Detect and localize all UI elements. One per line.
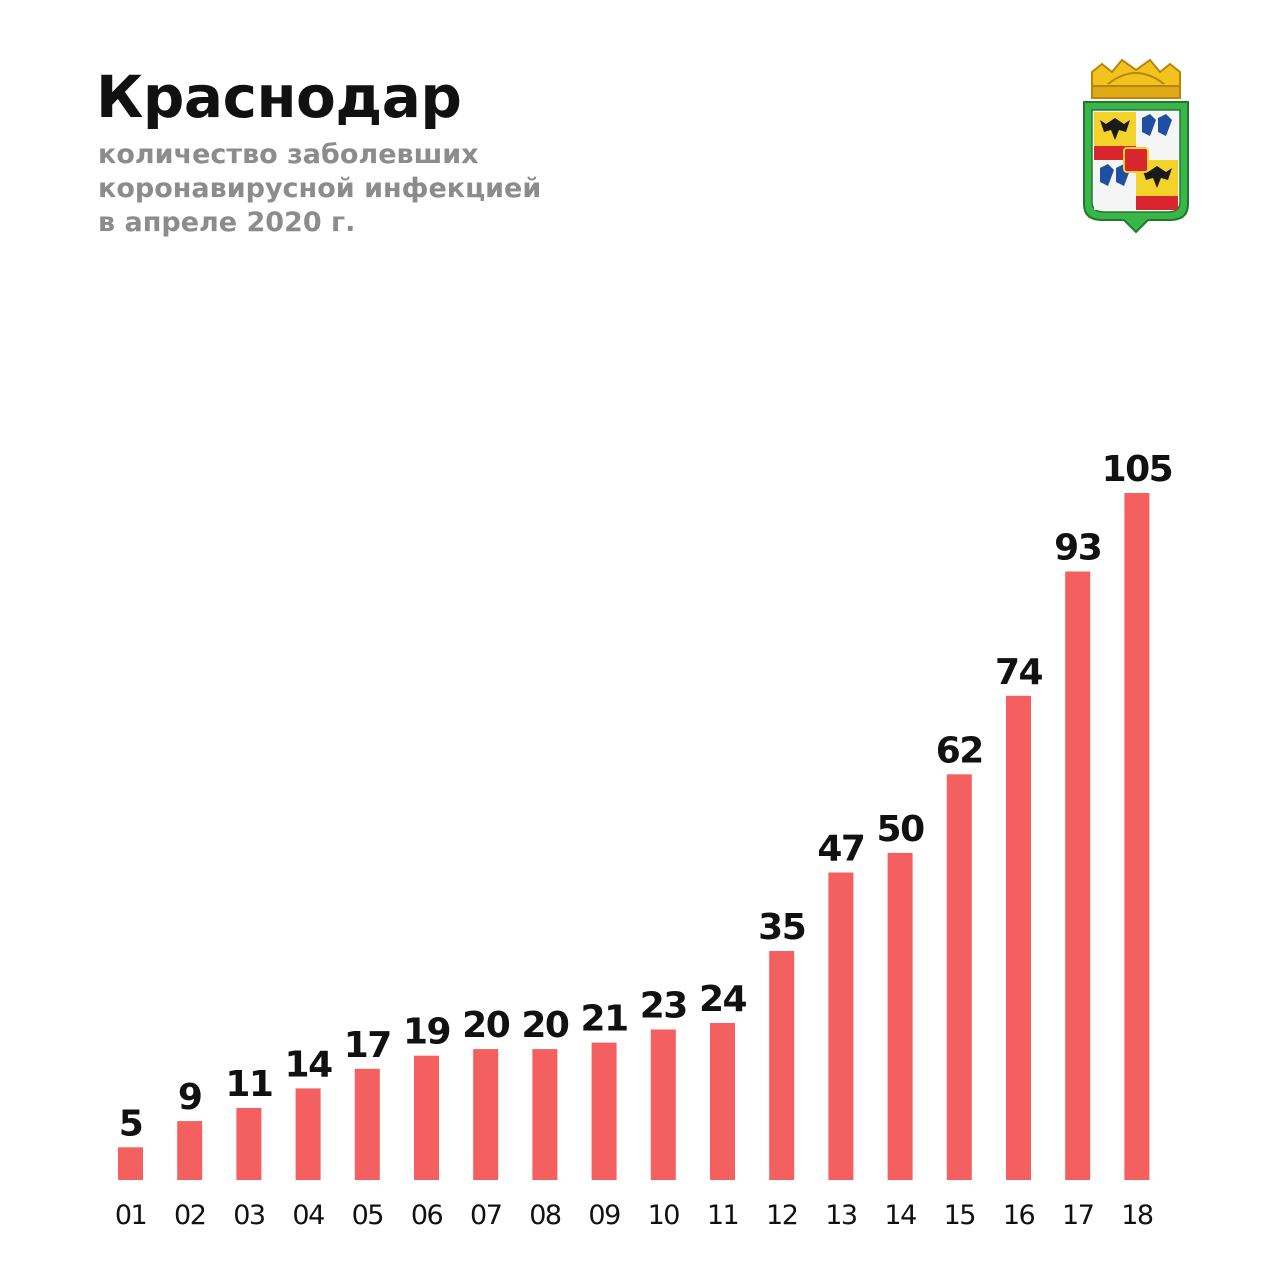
x-tick-label-01: 01	[115, 1200, 146, 1231]
data-label-03: 11	[225, 1064, 272, 1105]
bar-07	[473, 1049, 499, 1180]
data-label-07: 20	[462, 1005, 510, 1046]
bar-10	[650, 1029, 676, 1180]
data-label-15: 62	[936, 730, 983, 771]
data-label-17: 93	[1054, 528, 1101, 569]
data-label-13: 47	[817, 829, 864, 870]
bar-04	[295, 1088, 321, 1180]
x-tick-label-12: 12	[766, 1200, 797, 1231]
bar-05	[354, 1068, 380, 1180]
data-label-02: 9	[178, 1077, 202, 1118]
bar-17	[1065, 571, 1091, 1180]
data-label-14: 50	[877, 809, 925, 850]
data-label-01: 5	[119, 1103, 143, 1144]
subtitle-line: коронавирусной инфекцией	[98, 173, 542, 204]
bar-15	[946, 774, 972, 1180]
data-label-11: 24	[699, 979, 747, 1020]
x-tick-label-14: 14	[884, 1200, 916, 1231]
bar-03	[236, 1108, 262, 1180]
x-tick-label-02: 02	[174, 1200, 205, 1231]
x-tick-label-18: 18	[1121, 1200, 1153, 1231]
bar-14	[887, 852, 913, 1180]
bar-06	[414, 1055, 439, 1180]
bar-08	[532, 1049, 558, 1180]
x-tick-label-09: 09	[588, 1200, 620, 1231]
data-label-08: 20	[521, 1005, 569, 1046]
crown-icon	[1091, 58, 1181, 99]
data-label-10: 23	[640, 986, 687, 1027]
x-tick-label-07: 07	[470, 1200, 501, 1231]
data-label-05: 17	[344, 1025, 391, 1066]
subtitle-line: в апреле 2020 г.	[98, 207, 356, 238]
data-label-04: 14	[285, 1044, 333, 1085]
page-title: Краснодар	[96, 63, 462, 131]
bar-02	[177, 1121, 203, 1180]
bar-13	[828, 872, 854, 1180]
x-tick-label-04: 04	[292, 1200, 324, 1231]
x-tick-label-11: 11	[707, 1200, 738, 1231]
bar-16	[1006, 695, 1031, 1180]
x-tick-label-16: 16	[1003, 1200, 1035, 1231]
subtitle-line: количество заболевших	[98, 139, 479, 170]
x-tick-label-05: 05	[352, 1200, 383, 1231]
bar-09	[591, 1042, 617, 1180]
krasnodar-coat-of-arms-icon	[1083, 58, 1189, 234]
x-tick-label-03: 03	[233, 1200, 265, 1231]
data-label-12: 35	[758, 907, 805, 948]
data-label-09: 21	[581, 999, 628, 1040]
data-label-16: 74	[995, 652, 1043, 693]
bar-11	[710, 1023, 735, 1180]
bar-18	[1124, 493, 1150, 1180]
x-tick-label-13: 13	[825, 1200, 857, 1231]
x-tick-label-10: 10	[648, 1200, 680, 1231]
bar-01	[118, 1147, 143, 1180]
x-tick-label-17: 17	[1062, 1200, 1093, 1231]
x-tick-label-15: 15	[944, 1200, 975, 1231]
bar-12	[769, 951, 795, 1180]
x-tick-label-06: 06	[411, 1200, 443, 1231]
data-label-18: 105	[1102, 449, 1173, 490]
x-tick-label-08: 08	[529, 1200, 561, 1231]
chart-subtitle: количество заболевших коронавирусной инф…	[98, 138, 618, 240]
data-label-06: 19	[403, 1012, 450, 1053]
